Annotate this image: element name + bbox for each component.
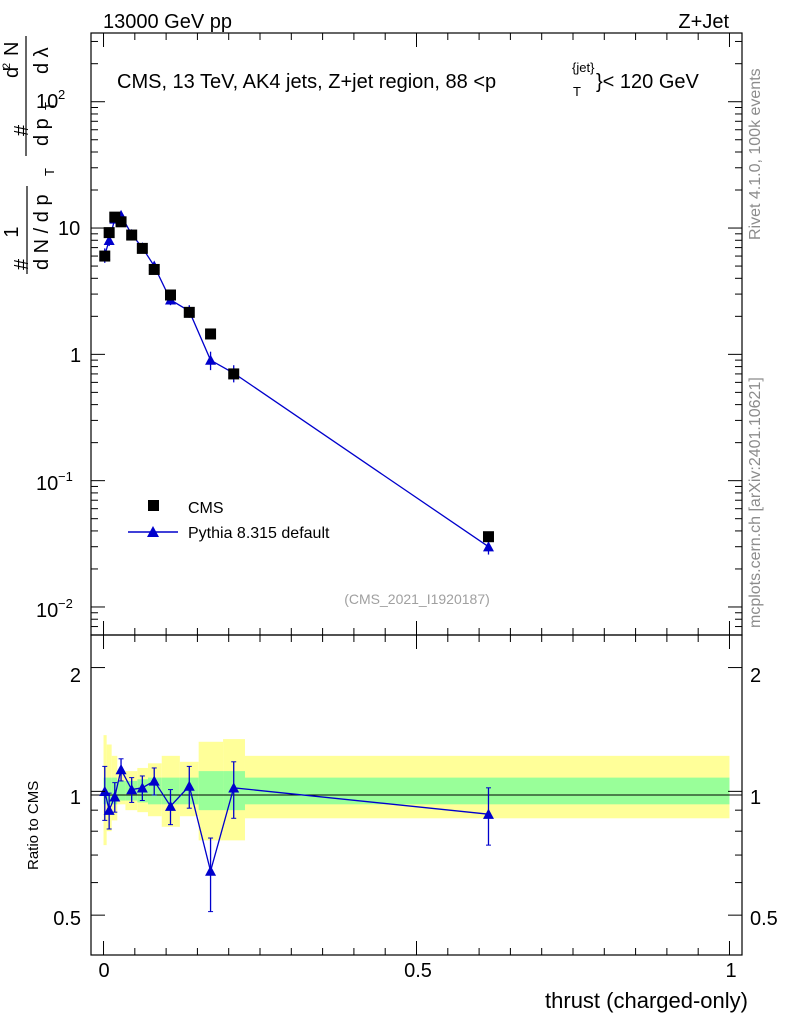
svg-text:−2: −2 bbox=[58, 596, 73, 611]
main-mc-marker bbox=[482, 541, 494, 552]
ratio-uncertainty-bands bbox=[103, 735, 730, 846]
svg-text:d p: d p bbox=[31, 118, 53, 146]
ratio-y-tick-label-right-2: 2 bbox=[750, 665, 761, 687]
ratio-band-inner bbox=[244, 777, 730, 805]
axis-ticks bbox=[91, 33, 742, 955]
main-y-tick-label-10: 10 bbox=[58, 218, 80, 240]
main-mc-marker bbox=[103, 234, 115, 245]
main-data-marker bbox=[109, 211, 121, 223]
ratio-mc-marker bbox=[164, 800, 176, 811]
svg-text:−1: −1 bbox=[58, 469, 73, 484]
main-y-tick-label-1: 1 bbox=[70, 345, 81, 367]
legend: CMS Pythia 8.315 default bbox=[128, 500, 330, 542]
svg-text:10: 10 bbox=[36, 600, 58, 622]
ratio-band-inner bbox=[106, 777, 112, 805]
ratio-mc-point bbox=[228, 761, 240, 819]
ratio-mc-point bbox=[482, 787, 494, 846]
main-y-tick-label-1e-2: 10 −2 bbox=[36, 596, 73, 622]
svg-text:N: N bbox=[1, 42, 23, 56]
ratio-mc-marker bbox=[183, 780, 195, 791]
mcplots-label: mcplots.cern.ch [arXiv:2401.10621] bbox=[747, 377, 764, 628]
main-mc-line bbox=[104, 214, 489, 548]
svg-text:T: T bbox=[573, 84, 581, 99]
ratio-mc-point bbox=[183, 765, 195, 809]
main-mc-point bbox=[205, 351, 217, 371]
svg-text:T: T bbox=[42, 168, 57, 176]
legend-pythia-marker bbox=[147, 526, 159, 537]
x-tick-label-0-5: 0.5 bbox=[404, 960, 432, 982]
analysis-id-label: (CMS_2021_I1920187) bbox=[344, 591, 490, 607]
rivet-version-label: Rivet 4.1.0, 100k events bbox=[747, 68, 764, 240]
ratio-y-tick-label-1: 1 bbox=[70, 787, 81, 809]
ratio-mc-marker bbox=[228, 782, 240, 793]
ratio-mc-marker bbox=[103, 804, 115, 815]
svg-text:d λ: d λ bbox=[31, 47, 53, 74]
main-data-marker bbox=[228, 368, 240, 380]
ratio-mc-marker bbox=[126, 784, 138, 795]
ratio-band-inner bbox=[117, 780, 126, 801]
ratio-mc-marker bbox=[148, 775, 160, 786]
main-data-series bbox=[99, 211, 494, 543]
ratio-mc-marker bbox=[136, 782, 148, 793]
process-label: Z+Jet bbox=[678, 11, 729, 33]
ratio-y-tick-label-2: 2 bbox=[70, 665, 81, 687]
main-data-marker bbox=[115, 216, 127, 228]
svg-text:CMS, 13 TeV, AK4 jets, Z+jet r: CMS, 13 TeV, AK4 jets, Z+jet region, 88 … bbox=[117, 71, 496, 93]
ratio-mc-point bbox=[205, 837, 217, 913]
main-mc-point bbox=[482, 539, 494, 555]
ratio-mc-point bbox=[126, 777, 138, 803]
legend-cms-marker bbox=[148, 500, 159, 511]
ratio-mc-marker bbox=[205, 865, 217, 876]
plot-title: CMS, 13 TeV, AK4 jets, Z+jet region, 88 … bbox=[117, 60, 700, 99]
ratio-y-tick-label-right-0-5: 0.5 bbox=[750, 908, 778, 930]
x-axis-label: thrust (charged-only) bbox=[545, 988, 748, 1013]
ratio-mc-point bbox=[103, 792, 115, 830]
main-panel-frame bbox=[90, 32, 743, 636]
svg-text:10: 10 bbox=[36, 91, 58, 113]
main-y-tick-label-1e2: 10 2 bbox=[36, 87, 65, 113]
main-data-marker bbox=[103, 227, 115, 239]
svg-text:d N / d p: d N / d p bbox=[31, 194, 53, 270]
ratio-mc-point bbox=[109, 782, 121, 813]
main-y-tick-label-1e-1: 10 −1 bbox=[36, 469, 73, 495]
ratio-y-tick-label-0-5: 0.5 bbox=[53, 908, 81, 930]
svg-text:#: # bbox=[11, 124, 33, 136]
ratio-y-tick-label-right-1: 1 bbox=[750, 787, 761, 809]
svg-text:2: 2 bbox=[1, 63, 13, 69]
ratio-mc-marker bbox=[482, 808, 494, 819]
ratio-mc-point bbox=[115, 758, 127, 782]
main-data-marker bbox=[482, 531, 494, 543]
ratio-mc-point bbox=[148, 767, 160, 796]
svg-text:{jet}: {jet} bbox=[572, 60, 595, 75]
ratio-mc-marker bbox=[115, 764, 127, 775]
legend-cms-label: CMS bbox=[188, 500, 224, 517]
ratio-mc-point bbox=[164, 789, 176, 826]
svg-text:#: # bbox=[11, 258, 33, 270]
main-data-marker bbox=[205, 328, 217, 340]
main-data-marker bbox=[148, 263, 160, 275]
main-data-marker bbox=[183, 306, 195, 318]
svg-text:}< 120 GeV: }< 120 GeV bbox=[596, 71, 700, 93]
ratio-band-inner bbox=[198, 771, 224, 811]
svg-text:1: 1 bbox=[1, 226, 23, 237]
svg-text:T: T bbox=[42, 102, 57, 110]
main-mc-marker bbox=[205, 354, 217, 365]
ratio-mc-series bbox=[99, 758, 494, 913]
main-data-marker bbox=[164, 289, 176, 301]
x-tick-label-1: 1 bbox=[725, 960, 736, 982]
svg-text:2: 2 bbox=[58, 87, 65, 102]
energy-label: 13000 GeV pp bbox=[103, 11, 232, 33]
main-data-marker bbox=[99, 250, 111, 262]
ratio-mc-point bbox=[136, 775, 148, 802]
main-data-marker bbox=[126, 229, 138, 241]
ratio-mc-marker bbox=[109, 791, 121, 802]
svg-text:d: d bbox=[1, 67, 23, 78]
svg-text:10: 10 bbox=[36, 473, 58, 495]
main-y-axis-label: # 1 d N / d p T # d 2 N d p T d λ bbox=[1, 36, 57, 274]
ratio-y-axis-label: Ratio to CMS bbox=[25, 781, 42, 870]
legend-pythia-label: Pythia 8.315 default bbox=[188, 525, 330, 542]
x-tick-label-0: 0 bbox=[98, 960, 109, 982]
main-data-marker bbox=[136, 242, 148, 254]
